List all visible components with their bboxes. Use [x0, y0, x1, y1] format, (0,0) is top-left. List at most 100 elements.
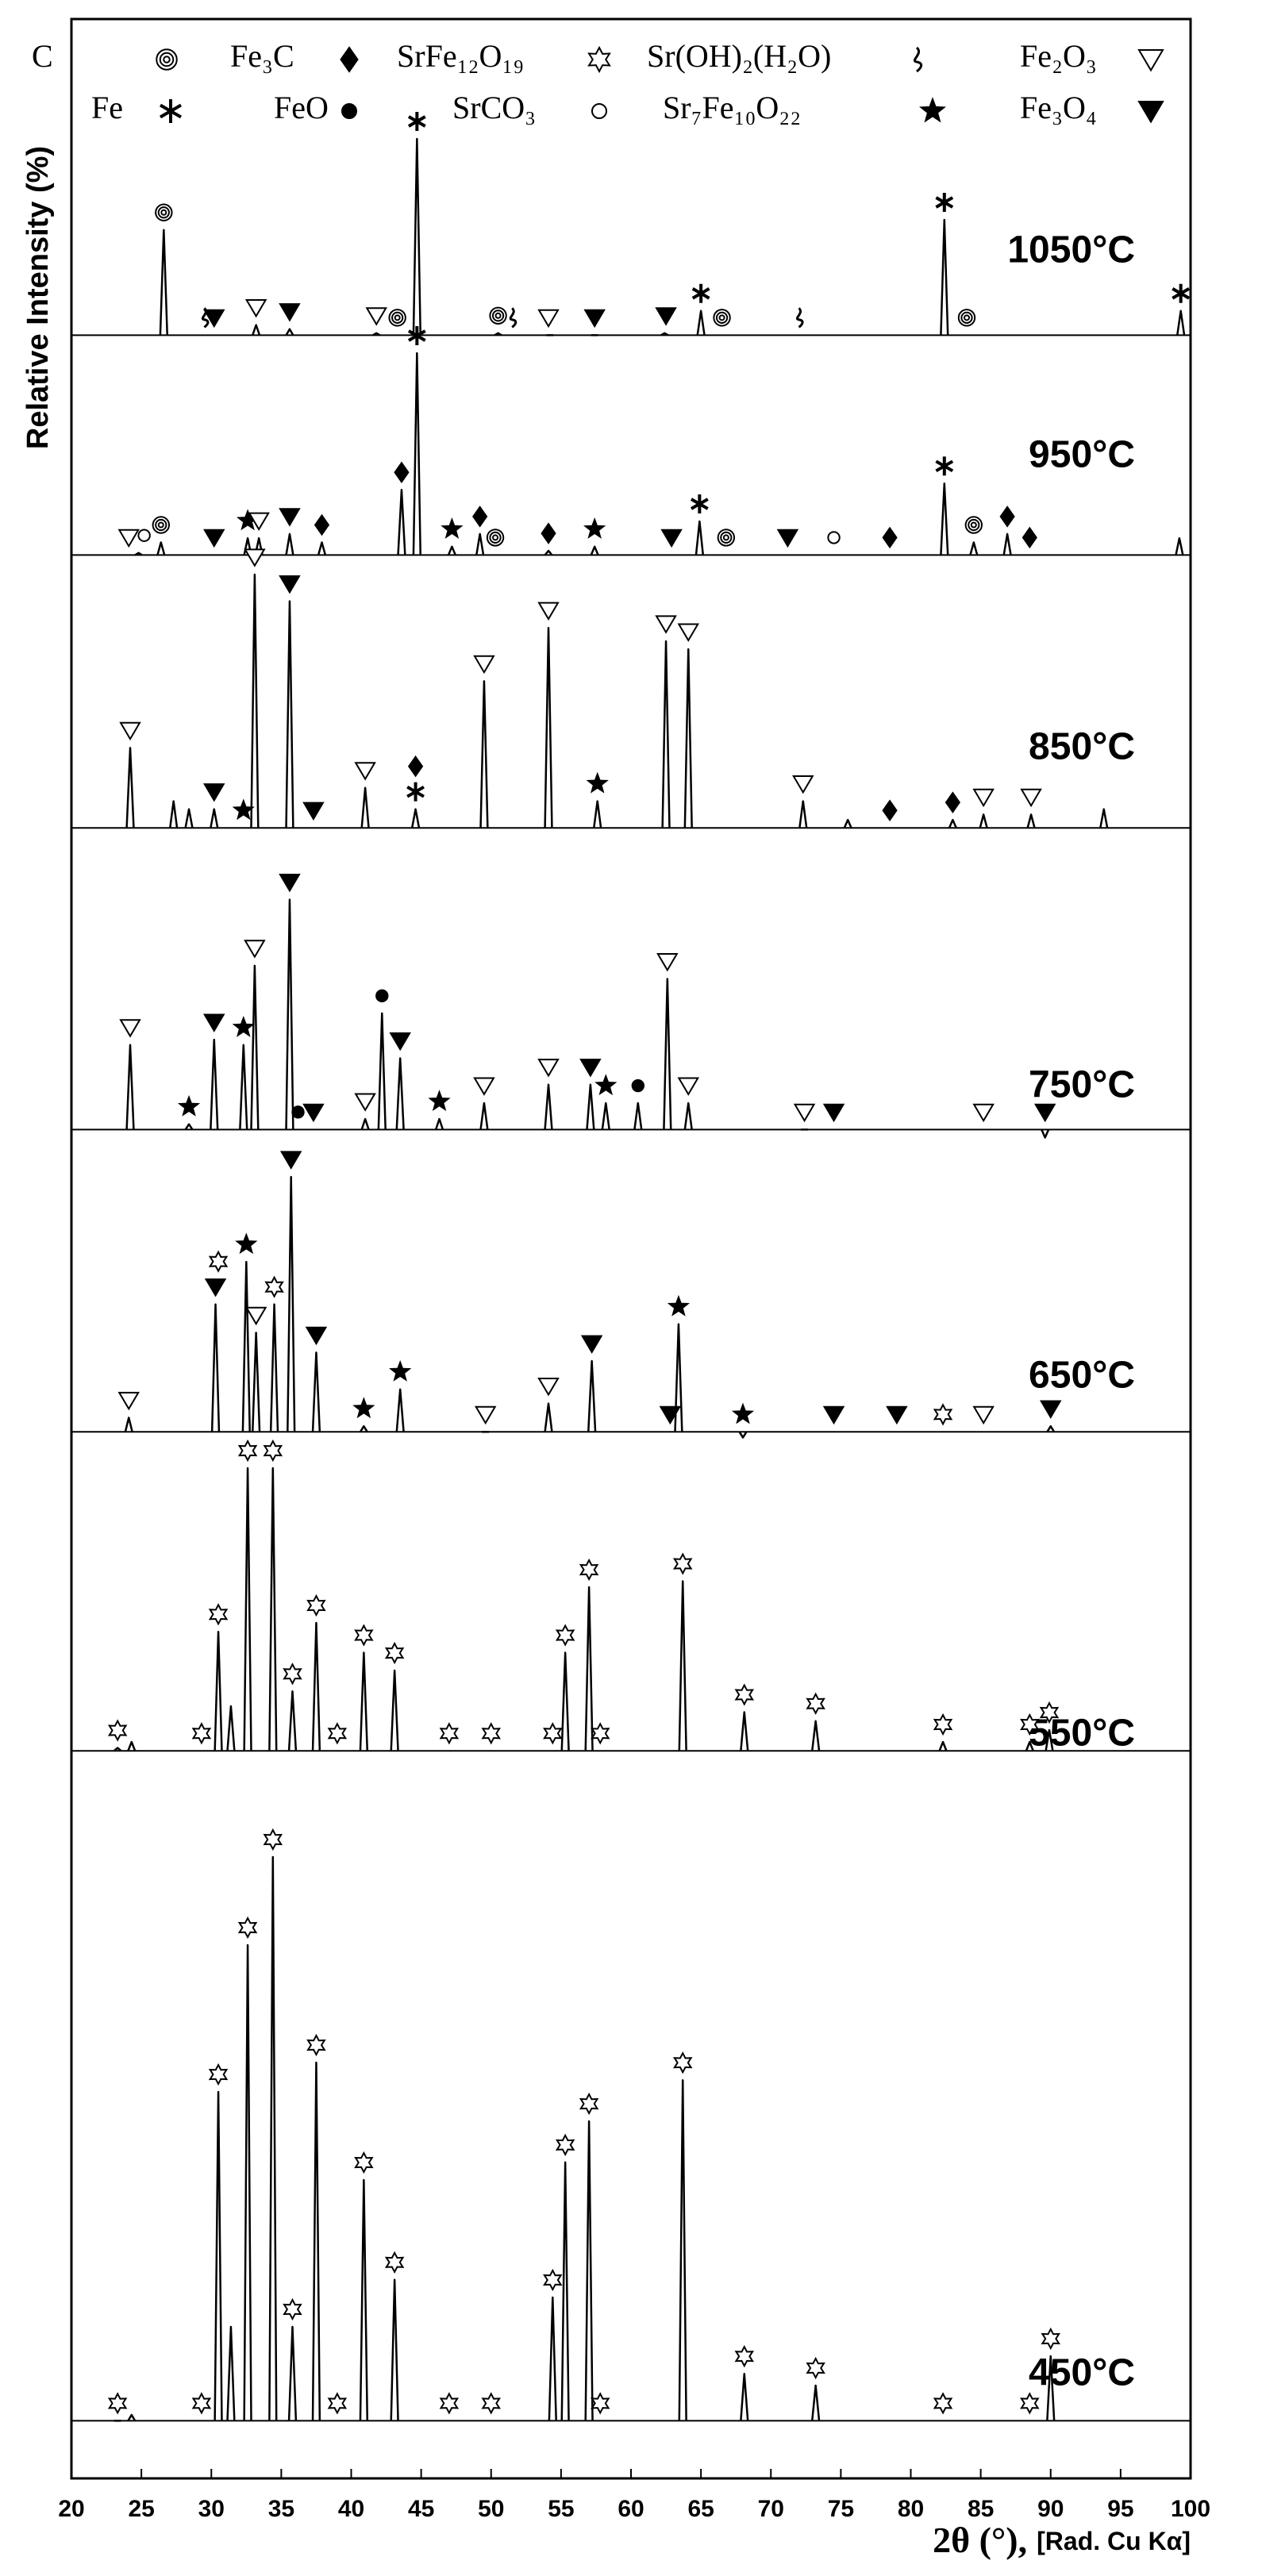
peak	[560, 2161, 570, 2421]
marker-shape	[389, 1032, 411, 1052]
legend-label: Fe₃C	[230, 38, 294, 74]
marker	[1039, 1701, 1060, 1724]
marker-shape	[690, 498, 709, 510]
x-axis-title: 2θ (°),	[933, 2520, 1027, 2560]
peak	[287, 1690, 298, 1751]
peak	[410, 808, 421, 829]
marker-shape	[964, 314, 970, 321]
marker-shape	[473, 1077, 495, 1096]
marker-shape	[933, 1403, 953, 1426]
marker-shape	[354, 1093, 376, 1112]
series-label: 850°C	[1029, 726, 1135, 768]
peak	[359, 1651, 369, 1751]
marker	[935, 456, 954, 476]
peak	[113, 1747, 122, 1752]
peak	[287, 2325, 298, 2421]
marker-shape	[580, 1335, 603, 1354]
marker	[489, 306, 507, 325]
marker-shape	[827, 531, 841, 544]
peak	[156, 541, 166, 556]
marker-shape	[1022, 526, 1037, 549]
x-tick-label: 90	[1037, 2496, 1064, 2522]
marker	[1020, 1713, 1040, 1736]
marker	[1040, 1400, 1062, 1419]
marker	[886, 1405, 908, 1425]
marker	[555, 1624, 575, 1647]
marker	[279, 1151, 302, 1170]
marker-shape	[919, 97, 946, 123]
marker-shape	[160, 209, 167, 216]
marker-shape	[208, 1603, 229, 1626]
marker-shape	[237, 1439, 258, 1463]
marker	[107, 2392, 128, 2415]
peak	[372, 332, 381, 336]
marker-shape	[793, 1103, 816, 1123]
peak	[285, 533, 294, 556]
marker	[283, 1663, 302, 1686]
marker-shape	[734, 1683, 755, 1706]
legend-label: SrCO₃	[452, 90, 536, 125]
peak	[125, 1044, 135, 1130]
marker-shape	[137, 529, 151, 542]
marker	[734, 1683, 755, 1706]
marker-shape	[237, 1916, 258, 1940]
marker-shape	[631, 1078, 645, 1093]
marker	[279, 874, 301, 893]
marker-shape	[327, 2392, 348, 2415]
marker-shape	[660, 529, 683, 548]
marker	[972, 788, 995, 808]
marker	[822, 1405, 845, 1425]
marker	[340, 46, 359, 73]
marker-shape	[1033, 1103, 1056, 1123]
legend-label: Sr₇Fe₁₀O₂₂	[663, 90, 801, 125]
peak	[243, 1467, 252, 1751]
marker	[957, 309, 976, 327]
marker-shape	[822, 1103, 845, 1123]
peak	[377, 1012, 387, 1130]
marker-shape	[591, 103, 607, 119]
marker-shape	[354, 1624, 374, 1647]
x-axis-note: [Rad. Cu Kα]	[1037, 2527, 1191, 2555]
marker	[305, 1326, 328, 1346]
marker-shape	[279, 303, 301, 322]
marker-shape	[354, 2151, 374, 2174]
marker	[474, 1405, 497, 1425]
marker	[964, 516, 983, 534]
marker-shape	[579, 1059, 602, 1078]
x-axis-label: 2θ (°), [Rad. Cu Kα]	[933, 2520, 1191, 2560]
marker-shape	[157, 206, 170, 219]
marker	[119, 1019, 141, 1038]
peak	[184, 1123, 194, 1131]
marker	[155, 203, 173, 221]
marker	[793, 1103, 816, 1123]
marker-shape	[388, 309, 406, 327]
marker	[660, 529, 683, 548]
marker	[406, 782, 425, 802]
peak	[544, 1402, 553, 1432]
marker-shape	[352, 1397, 375, 1419]
peak	[548, 2296, 557, 2421]
marker-shape	[543, 1722, 563, 1745]
marker-shape	[806, 2356, 825, 2380]
marker	[302, 1103, 325, 1123]
marker-shape	[882, 799, 898, 821]
peak	[660, 332, 669, 336]
peak	[798, 800, 808, 829]
marker	[1020, 788, 1042, 808]
marker-shape	[340, 46, 359, 73]
marker	[107, 1719, 128, 1742]
marker-shape	[473, 655, 495, 675]
peak	[475, 533, 485, 556]
marker-shape	[107, 2392, 128, 2415]
marker	[667, 1294, 691, 1317]
peak	[740, 1711, 749, 1751]
marker-shape	[365, 307, 387, 326]
marker-shape	[587, 45, 611, 74]
marker-shape	[302, 1103, 325, 1123]
marker	[244, 548, 266, 567]
peak	[633, 1102, 643, 1130]
marker	[677, 1077, 700, 1096]
marker-shape	[957, 309, 976, 327]
peak	[397, 489, 406, 556]
marker-shape	[537, 309, 560, 329]
